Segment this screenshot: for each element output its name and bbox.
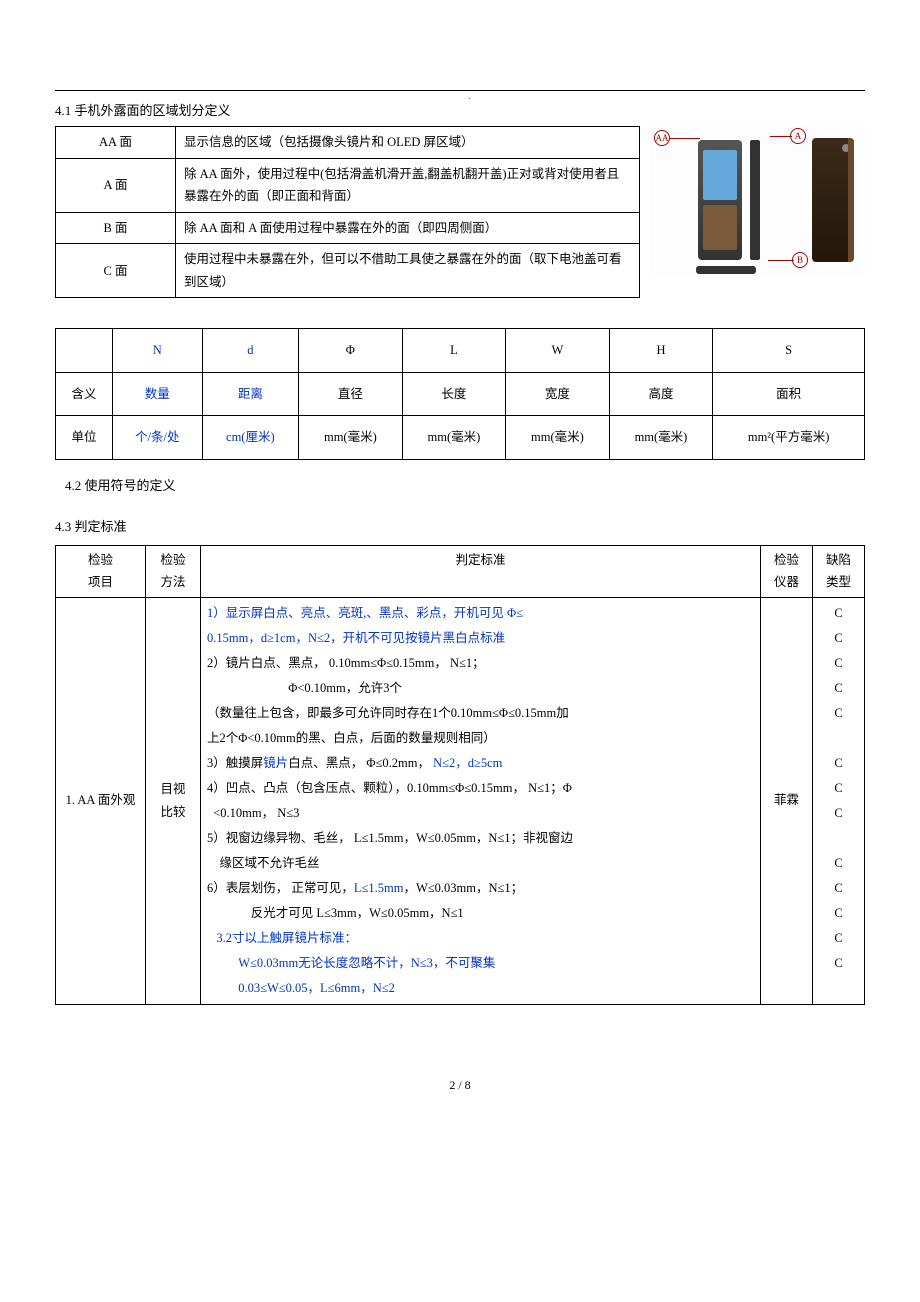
criteria-line: 上2个Φ<0.10mm的黑、白点，后面的数量规则相同） bbox=[207, 726, 754, 751]
defect-type: C bbox=[819, 676, 858, 701]
criteria-line: 1）显示屏白点、亮点、亮斑,、黑点、彩点，开机可见 Φ≤ bbox=[207, 601, 754, 626]
criteria-line: （数量往上包含，即最多可允许同时存在1个0.10mm≤Φ≤0.15mm加 bbox=[207, 701, 754, 726]
surface-label: C 面 bbox=[56, 244, 176, 298]
phone-diagram: AA A B bbox=[650, 126, 865, 276]
symbol-header: W bbox=[506, 329, 610, 373]
criteria-line: Φ<0.10mm，允许3个 bbox=[207, 676, 754, 701]
section-4-2-title: 4.2 使用符号的定义 bbox=[65, 474, 865, 497]
defect-type: C bbox=[819, 951, 858, 976]
symbol-header: L bbox=[402, 329, 506, 373]
symbol-header: Φ bbox=[299, 329, 403, 373]
defect-type: C bbox=[819, 901, 858, 926]
criteria-line: 5）视窗边缘异物、毛丝， L≤1.5mm，W≤0.05mm，N≤1；非视窗边 bbox=[207, 826, 754, 851]
defect-type: C bbox=[819, 851, 858, 876]
header-rule bbox=[55, 90, 865, 91]
criteria-line: 3.2寸以上触屏镜片标准： bbox=[207, 926, 754, 951]
symbol-header bbox=[56, 329, 113, 373]
section-4-3-title: 4.3 判定标准 bbox=[55, 515, 865, 538]
defect-type bbox=[819, 726, 858, 751]
defect-type: C bbox=[819, 626, 858, 651]
row-label: 含义 bbox=[56, 372, 113, 416]
criteria-line: <0.10mm， N≤3 bbox=[207, 801, 754, 826]
criteria-header: 检验项目 bbox=[56, 545, 146, 597]
surface-label: AA 面 bbox=[56, 127, 176, 159]
symbol-unit: 个/条/处 bbox=[113, 416, 203, 460]
criteria-text: 1）显示屏白点、亮点、亮斑,、黑点、彩点，开机可见 Φ≤0.15mm，d≥1cm… bbox=[201, 597, 761, 1004]
defect-type: C bbox=[819, 776, 858, 801]
criteria-line: 缘区域不允许毛丝 bbox=[207, 851, 754, 876]
symbol-header: N bbox=[113, 329, 203, 373]
badge-aa: AA bbox=[654, 130, 670, 146]
defect-type: C bbox=[819, 801, 858, 826]
criteria-line: W≤0.03mm无论长度忽略不计，N≤3，不可聚集 bbox=[207, 951, 754, 976]
section-4-1-title: 4.1 手机外露面的区域划分定义 bbox=[55, 99, 865, 122]
defect-type: C bbox=[819, 651, 858, 676]
symbol-unit: cm(厘米) bbox=[202, 416, 299, 460]
defect-type bbox=[819, 826, 858, 851]
symbol-header: H bbox=[609, 329, 713, 373]
symbol-meaning: 数量 bbox=[113, 372, 203, 416]
criteria-header: 检验方法 bbox=[146, 545, 201, 597]
surface-desc: 使用过程中未暴露在外，但可以不借助工具使之暴露在外的面（取下电池盖可看到区域） bbox=[176, 244, 640, 298]
symbols-table: NdΦLWHS 含义数量距离直径长度宽度高度面积 单位个/条/处cm(厘米)mm… bbox=[55, 328, 865, 460]
surface-label: A 面 bbox=[56, 158, 176, 212]
criteria-method: 目视比较 bbox=[146, 597, 201, 1004]
surfaces-table: AA 面显示信息的区域（包括摄像头镜片和 OLED 屏区域）A 面除 AA 面外… bbox=[55, 126, 640, 298]
criteria-defects: CCCCC CCC CCCCC bbox=[813, 597, 865, 1004]
page-footer: 2 / 8 bbox=[55, 1075, 865, 1097]
row-label: 单位 bbox=[56, 416, 113, 460]
symbol-header: d bbox=[202, 329, 299, 373]
symbol-unit: mm(毫米) bbox=[402, 416, 506, 460]
symbol-meaning: 长度 bbox=[402, 372, 506, 416]
criteria-header: 判定标准 bbox=[201, 545, 761, 597]
badge-b: B bbox=[792, 252, 808, 268]
criteria-line: 反光才可见 L≤3mm，W≤0.05mm，N≤1 bbox=[207, 901, 754, 926]
symbol-unit: mm(毫米) bbox=[609, 416, 713, 460]
criteria-header: 检验仪器 bbox=[761, 545, 813, 597]
surface-desc: 显示信息的区域（包括摄像头镜片和 OLED 屏区域） bbox=[176, 127, 640, 159]
criteria-line: 3）触摸屏镜片白点、黑点， Φ≤0.2mm， N≤2，d≥5cm bbox=[207, 751, 754, 776]
symbol-meaning: 高度 bbox=[609, 372, 713, 416]
symbol-meaning: 面积 bbox=[713, 372, 865, 416]
surface-desc: 除 AA 面外，使用过程中(包括滑盖机滑开盖,翻盖机翻开盖)正对或背对使用者且暴… bbox=[176, 158, 640, 212]
defect-type: C bbox=[819, 876, 858, 901]
criteria-line: 6）表层划伤， 正常可见，L≤1.5mm，W≤0.03mm，N≤1； bbox=[207, 876, 754, 901]
symbol-meaning: 宽度 bbox=[506, 372, 610, 416]
defect-type: C bbox=[819, 701, 858, 726]
criteria-line: 2）镜片白点、黑点， 0.10mm≤Φ≤0.15mm， N≤1； bbox=[207, 651, 754, 676]
defect-type: C bbox=[819, 926, 858, 951]
header-mark: . bbox=[468, 88, 471, 106]
symbol-meaning: 距离 bbox=[202, 372, 299, 416]
symbol-unit: mm(毫米) bbox=[299, 416, 403, 460]
badge-a: A bbox=[790, 128, 806, 144]
surface-label: B 面 bbox=[56, 212, 176, 244]
criteria-line: 0.15mm，d≥1cm，N≤2，开机不可见按镜片黑白点标准 bbox=[207, 626, 754, 651]
criteria-header: 缺陷类型 bbox=[813, 545, 865, 597]
defect-type: C bbox=[819, 751, 858, 776]
criteria-line: 4）凹点、凸点（包含压点、颗粒），0.10mm≤Φ≤0.15mm， N≤1；Φ bbox=[207, 776, 754, 801]
symbol-meaning: 直径 bbox=[299, 372, 403, 416]
criteria-item: 1. AA 面外观 bbox=[56, 597, 146, 1004]
criteria-line: 0.03≤W≤0.05，L≤6mm，N≤2 bbox=[207, 976, 754, 1001]
symbol-unit: mm(毫米) bbox=[506, 416, 610, 460]
symbol-unit: mm²(平方毫米) bbox=[713, 416, 865, 460]
symbol-header: S bbox=[713, 329, 865, 373]
surface-desc: 除 AA 面和 A 面使用过程中暴露在外的面（即四周侧面） bbox=[176, 212, 640, 244]
criteria-table: 检验项目检验方法判定标准检验仪器缺陷类型 1. AA 面外观 目视比较 1）显示… bbox=[55, 545, 865, 1005]
criteria-instrument: 菲霖 bbox=[761, 597, 813, 1004]
defect-type: C bbox=[819, 601, 858, 626]
